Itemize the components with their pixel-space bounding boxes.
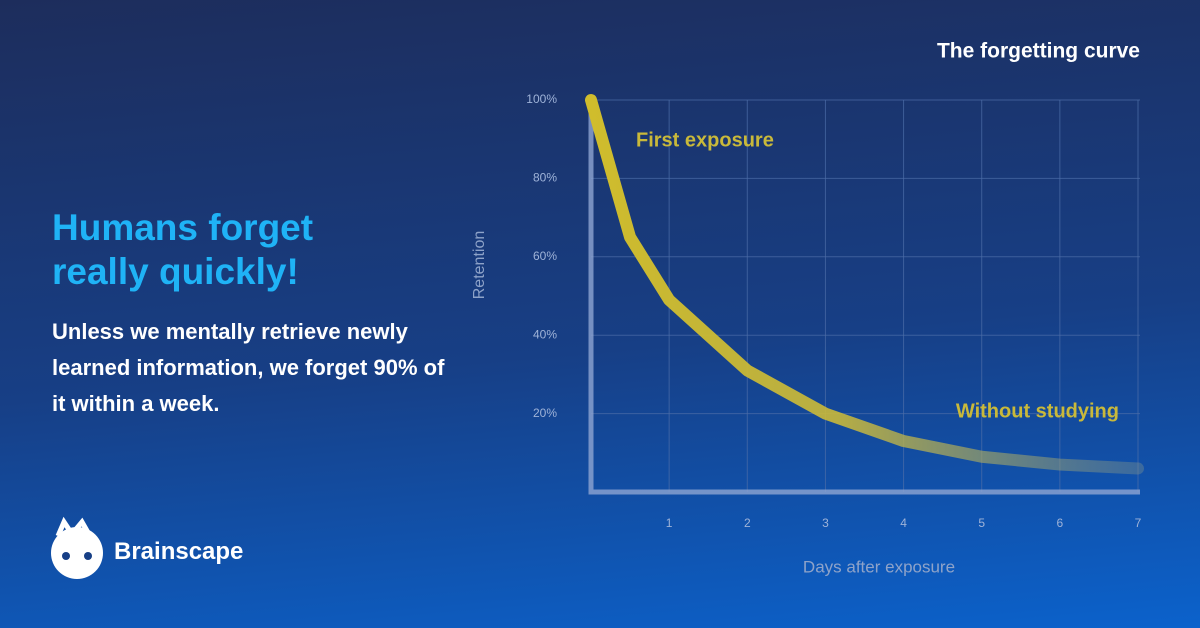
x-axis-label: Days after exposure (803, 557, 955, 576)
y-tick-label: 40% (533, 327, 557, 341)
x-tick-label: 6 (1057, 516, 1064, 530)
headline: Humans forget really quickly! (52, 207, 314, 292)
x-tick-label: 2 (744, 516, 751, 530)
x-tick-label: 5 (978, 516, 985, 530)
chart-title: The forgetting curve (937, 40, 1140, 63)
annotation: Without studying (956, 400, 1119, 422)
y-tick-label: 100% (526, 92, 557, 106)
logo (51, 516, 103, 579)
axis-line (588, 100, 1140, 495)
y-tick-label: 80% (533, 171, 557, 185)
y-tick-label: 20% (533, 406, 557, 420)
x-tick-label: 4 (900, 516, 907, 530)
curve (585, 94, 1144, 475)
x-tick-label: 7 (1135, 516, 1142, 530)
x-tick-label: 3 (822, 516, 829, 530)
brand: Brainscape (114, 538, 244, 565)
y-axis-label: Retention (471, 231, 488, 300)
annotation: First exposure (636, 129, 774, 151)
x-tick-label: 1 (666, 516, 673, 530)
y-tick-label: 60% (533, 249, 557, 263)
body-text: Unless we mentally retrieve newly learne… (52, 319, 445, 416)
